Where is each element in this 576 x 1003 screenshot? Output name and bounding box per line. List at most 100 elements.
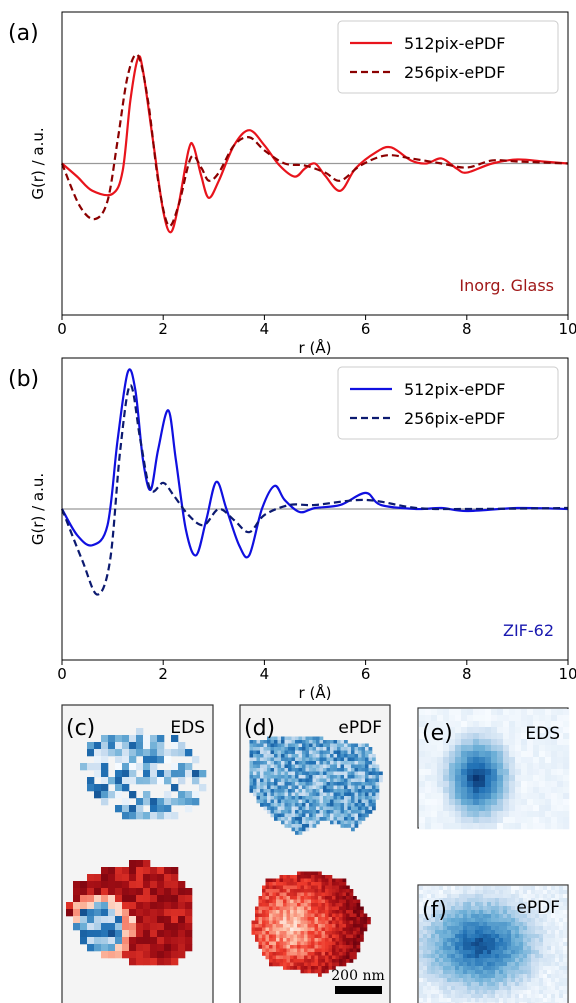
heatmap-pixel — [87, 930, 95, 938]
heatmap-pixel — [507, 886, 512, 891]
heatmap-pixel — [319, 754, 324, 758]
heatmap-pixel — [340, 796, 345, 800]
heatmap-pixel — [467, 775, 474, 782]
heatmap-pixel — [305, 827, 310, 832]
heatmap-pixel — [295, 761, 299, 765]
heatmap-pixel — [295, 796, 299, 800]
heatmap-pixel — [519, 994, 524, 999]
heatmap-pixel — [312, 813, 317, 818]
heatmap-pixel — [447, 946, 452, 951]
heatmap-pixel — [551, 918, 556, 923]
heatmap-pixel — [337, 768, 341, 772]
heatmap-pixel — [108, 881, 116, 889]
heatmap-pixel — [495, 958, 500, 963]
heatmap-pixel — [555, 998, 560, 1003]
heatmap-pixel — [344, 771, 348, 776]
heatmap-pixel — [263, 775, 268, 779]
heatmap-pixel — [304, 896, 308, 900]
heatmap-pixel — [431, 733, 438, 740]
heatmap-pixel — [262, 920, 266, 925]
heatmap-pixel — [354, 792, 359, 797]
heatmap-pixel — [276, 906, 280, 911]
heatmap-pixel — [344, 813, 348, 818]
heatmap-pixel — [467, 974, 472, 979]
heatmap-pixel — [503, 775, 510, 782]
heatmap-pixel — [314, 892, 319, 897]
heatmap-pixel — [419, 886, 424, 891]
x-axis-label: r (Å) — [299, 683, 332, 702]
heatmap-pixel — [368, 810, 373, 814]
heatmap-pixel — [425, 781, 432, 788]
heatmap-pixel — [483, 922, 488, 927]
heatmap-pixel — [279, 889, 284, 893]
heatmap-pixel — [321, 955, 326, 960]
heatmap-pixel — [459, 934, 464, 939]
heatmap-pixel — [495, 942, 500, 947]
heatmap-pixel — [535, 982, 540, 987]
heatmap-pixel — [451, 898, 456, 903]
heatmap-pixel — [356, 934, 361, 939]
heatmap-pixel — [312, 750, 317, 755]
heatmap-pixel — [115, 791, 123, 799]
heatmap-pixel — [419, 970, 424, 975]
heatmap-pixel — [291, 824, 296, 828]
heatmap-pixel — [297, 955, 301, 960]
heatmap-pixel — [471, 978, 476, 983]
heatmap-pixel — [431, 793, 438, 800]
heatmap-pixel — [150, 770, 158, 778]
heatmap-pixel — [555, 898, 560, 903]
heatmap-pixel — [270, 782, 275, 786]
heatmap-pixel — [291, 803, 296, 807]
heatmap-pixel — [314, 931, 319, 935]
heatmap-pixel — [335, 892, 340, 897]
heatmap-pixel — [551, 751, 558, 758]
heatmap-pixel — [279, 910, 284, 914]
heatmap-pixel — [509, 793, 516, 800]
heatmap-pixel — [491, 974, 496, 979]
heatmap-pixel — [300, 882, 305, 886]
heatmap-pixel — [258, 899, 263, 904]
heatmap-pixel — [495, 978, 500, 983]
heatmap-pixel — [311, 969, 315, 974]
heatmap-pixel — [342, 931, 347, 935]
heatmap-pixel — [262, 938, 266, 942]
heatmap-pixel — [511, 970, 516, 975]
heatmap-pixel — [358, 796, 362, 800]
heatmap-pixel — [171, 916, 179, 924]
heatmap-pixel — [439, 954, 444, 959]
heatmap-pixel — [115, 867, 123, 875]
heatmap-pixel — [101, 867, 109, 875]
heatmap-pixel — [419, 986, 424, 991]
heatmap-pixel — [491, 978, 496, 983]
heatmap-pixel — [249, 789, 254, 793]
heatmap-pixel — [314, 889, 319, 893]
heatmap-pixel — [302, 820, 306, 825]
heatmap-pixel — [253, 778, 257, 783]
heatmap-pixel — [507, 918, 512, 923]
heatmap-pixel — [515, 727, 522, 734]
heatmap-pixel — [507, 982, 512, 987]
heatmap-pixel — [353, 896, 357, 900]
heatmap-pixel — [497, 763, 504, 770]
heatmap-pixel — [346, 934, 350, 939]
heatmap-pixel — [290, 878, 294, 883]
heatmap-pixel — [435, 974, 440, 979]
heatmap-pixel — [298, 775, 303, 779]
heatmap-pixel — [335, 962, 340, 967]
heatmap-pixel — [323, 754, 327, 758]
heatmap-pixel — [307, 871, 312, 876]
heatmap-pixel — [349, 910, 354, 914]
series-line — [60, 384, 569, 596]
heatmap-pixel — [358, 799, 362, 804]
heatmap-pixel — [423, 934, 428, 939]
heatmap-pixel — [305, 789, 310, 793]
heatmap-pixel — [358, 743, 362, 748]
heatmap-pixel — [431, 930, 436, 935]
heatmap-pixel — [339, 938, 343, 942]
heatmap-pixel — [164, 805, 172, 813]
heatmap-pixel — [330, 757, 334, 762]
heatmap-pixel — [491, 986, 496, 991]
heatmap-pixel — [527, 823, 534, 830]
heatmap-pixel — [467, 733, 474, 740]
